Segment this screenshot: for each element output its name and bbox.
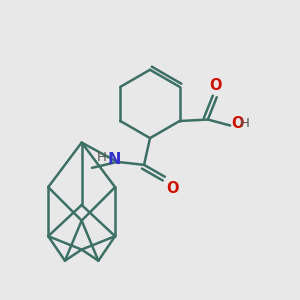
Text: N: N [108,152,121,167]
Text: O: O [166,181,179,196]
Text: O: O [209,78,221,93]
Text: O: O [232,116,244,131]
Text: H: H [240,117,250,130]
Text: H: H [97,151,107,164]
